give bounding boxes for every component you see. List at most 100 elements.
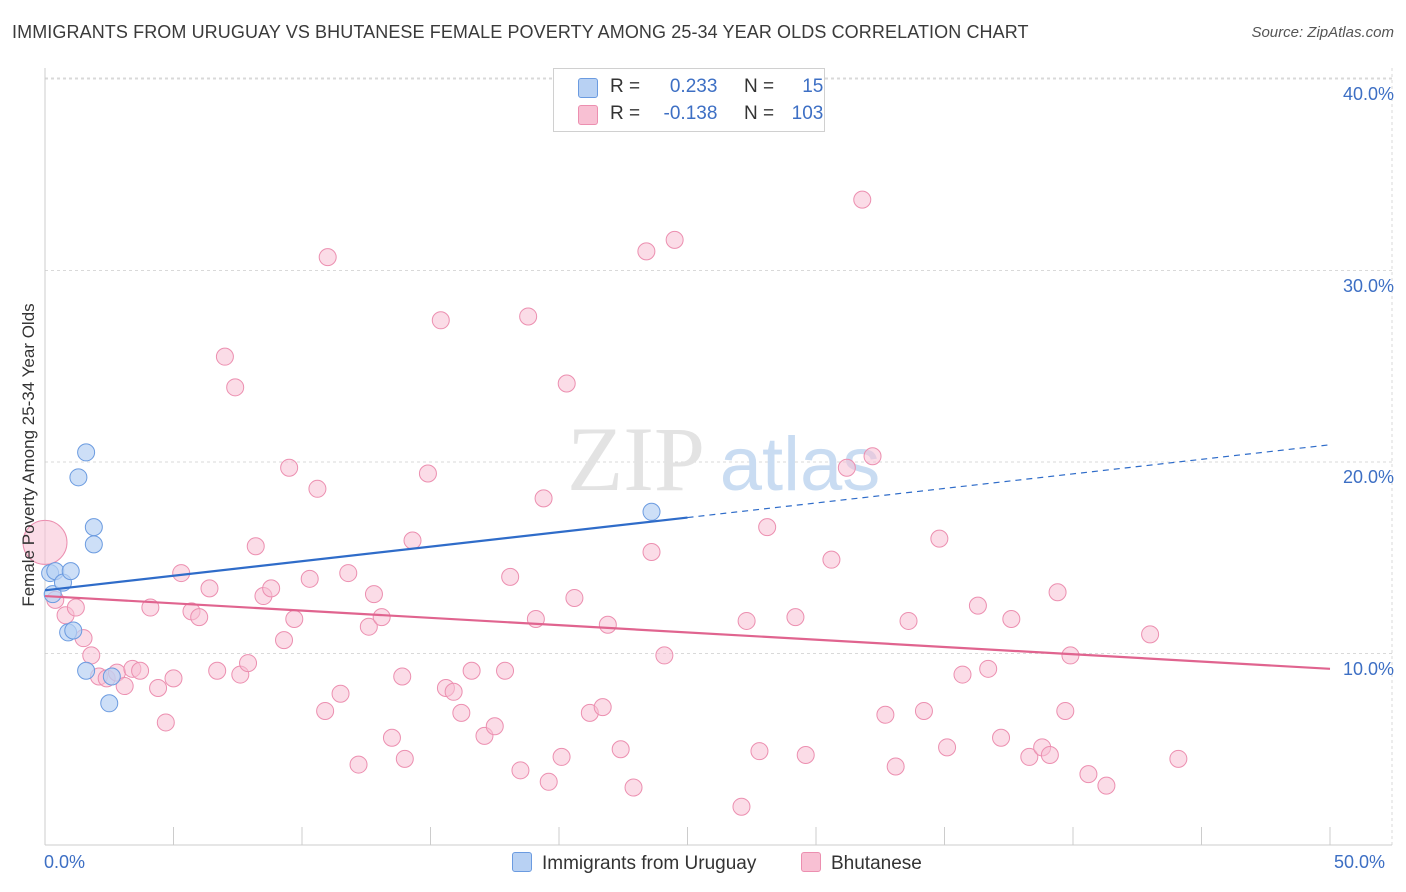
bhutanese-point bbox=[593, 698, 612, 717]
bhutanese-point bbox=[172, 564, 191, 583]
bhutanese-point bbox=[886, 757, 905, 776]
bhutanese-point bbox=[462, 661, 481, 680]
bhutanese-point bbox=[938, 738, 957, 757]
legend-item-uruguay: Immigrants from Uruguay bbox=[512, 852, 756, 875]
bhutanese-point bbox=[318, 248, 337, 267]
uruguay-points bbox=[41, 443, 661, 713]
bhutanese-point bbox=[1020, 747, 1039, 766]
uruguay-point bbox=[642, 502, 661, 521]
bhutanese-point bbox=[611, 740, 630, 759]
bhutanese-point bbox=[519, 307, 538, 326]
uruguay-trend-extension bbox=[687, 444, 1331, 519]
chart-title: IMMIGRANTS FROM URUGUAY VS BHUTANESE FEM… bbox=[12, 22, 1029, 42]
bhutanese-point bbox=[485, 717, 504, 736]
bhutanese-point bbox=[131, 661, 150, 680]
bhutanese-point bbox=[66, 598, 85, 617]
bhutanese-point bbox=[431, 311, 450, 330]
bhutanese-point bbox=[786, 608, 805, 627]
trend-lines bbox=[44, 444, 1331, 670]
bhutanese-point bbox=[539, 772, 558, 791]
bhutanese-point bbox=[1040, 745, 1059, 764]
bhutanese-point bbox=[262, 579, 281, 598]
bhutanese-point bbox=[316, 701, 335, 720]
watermark-atlas: atlas bbox=[720, 422, 881, 507]
bhutanese-point bbox=[979, 659, 998, 678]
bhutanese-point bbox=[665, 230, 684, 249]
bhutanese-point bbox=[968, 596, 987, 615]
x-tick-label-max: 50.0% bbox=[1334, 852, 1386, 872]
bhutanese-point bbox=[115, 677, 134, 696]
uruguay-point bbox=[84, 518, 103, 537]
source-note: Source: ZipAtlas.com bbox=[1251, 24, 1394, 41]
bhutanese-point bbox=[215, 347, 234, 366]
bhutanese-point bbox=[837, 458, 856, 477]
bhutanese-point bbox=[914, 701, 933, 720]
bhutanese-point bbox=[899, 611, 918, 630]
bhutanese-point bbox=[308, 479, 327, 498]
bhutanese-trend-line bbox=[44, 594, 1331, 670]
bhutanese-point bbox=[953, 665, 972, 684]
y-tick-label: 20.0% bbox=[1342, 467, 1394, 487]
bhutanese-point bbox=[624, 778, 643, 797]
bhutanese-point bbox=[208, 661, 227, 680]
x-tick-label-min: 0.0% bbox=[44, 852, 86, 872]
bhutanese-point bbox=[876, 705, 895, 724]
bhutanese-point bbox=[285, 610, 304, 629]
bhutanese-point bbox=[403, 531, 422, 550]
watermark-zip: ZIP bbox=[567, 408, 705, 510]
bhutanese-point bbox=[1048, 583, 1067, 602]
bhutanese-point bbox=[511, 761, 530, 780]
bhutanese-point bbox=[598, 615, 617, 634]
uruguay-point bbox=[61, 562, 80, 581]
bhutanese-point bbox=[190, 608, 209, 627]
bhutanese-point bbox=[280, 458, 299, 477]
bhutanese-point bbox=[1079, 765, 1098, 784]
uruguay-swatch bbox=[578, 78, 598, 98]
bhutanese-point bbox=[501, 567, 520, 586]
legend-item-bhutanese: Bhutanese bbox=[801, 852, 922, 875]
legend-r-label: R = bbox=[610, 76, 641, 97]
bhutanese-point bbox=[758, 518, 777, 537]
bhutanese-point bbox=[246, 537, 265, 556]
uruguay-trend-line bbox=[44, 516, 688, 592]
bhutanese-point bbox=[239, 654, 258, 673]
bhutanese-point bbox=[930, 529, 949, 548]
bhutanese-point bbox=[395, 749, 414, 768]
bhutanese-legend-swatch bbox=[801, 852, 821, 872]
legend-n-label: N = bbox=[743, 103, 775, 124]
bhutanese-point bbox=[82, 646, 101, 665]
bhutanese-point bbox=[164, 669, 183, 688]
bhutanese-point bbox=[1056, 701, 1075, 720]
y-tick-label: 40.0% bbox=[1342, 84, 1394, 104]
bhutanese-point bbox=[226, 378, 245, 397]
stats-legend: R = 0.233 N = 15 R = -0.138 N = 103 bbox=[553, 68, 825, 132]
bhutanese-point bbox=[300, 569, 319, 588]
bhutanese-point bbox=[750, 742, 769, 761]
legend-n-label: N = bbox=[743, 76, 775, 97]
grid-lines bbox=[45, 68, 1393, 845]
bhutanese-point bbox=[534, 489, 553, 508]
bhutanese-point bbox=[737, 611, 756, 630]
bhutanese-point bbox=[364, 585, 383, 604]
bhutanese-point bbox=[557, 374, 576, 393]
uruguay-legend-swatch bbox=[512, 852, 532, 872]
bhutanese-point bbox=[1169, 749, 1188, 768]
bhutanese-point bbox=[339, 564, 358, 583]
bhutanese-point bbox=[1141, 625, 1160, 644]
bhutanese-point bbox=[359, 617, 378, 636]
uruguay-point bbox=[84, 535, 103, 554]
bhutanese-point bbox=[496, 661, 515, 680]
bhutanese-points bbox=[22, 190, 1188, 816]
uruguay-point bbox=[77, 443, 96, 462]
bhutanese-point bbox=[863, 447, 882, 466]
uruguay-point bbox=[69, 468, 88, 487]
bhutanese-point bbox=[382, 728, 401, 747]
y-axis-label: Female Poverty Among 25-34 Year Olds bbox=[19, 303, 38, 607]
bhutanese-point bbox=[642, 543, 661, 562]
bhutanese-point bbox=[992, 728, 1011, 747]
uruguay-point bbox=[64, 621, 83, 640]
legend-r-value: -0.138 bbox=[663, 103, 718, 124]
bhutanese-point bbox=[637, 242, 656, 261]
bhutanese-swatch bbox=[578, 105, 598, 125]
